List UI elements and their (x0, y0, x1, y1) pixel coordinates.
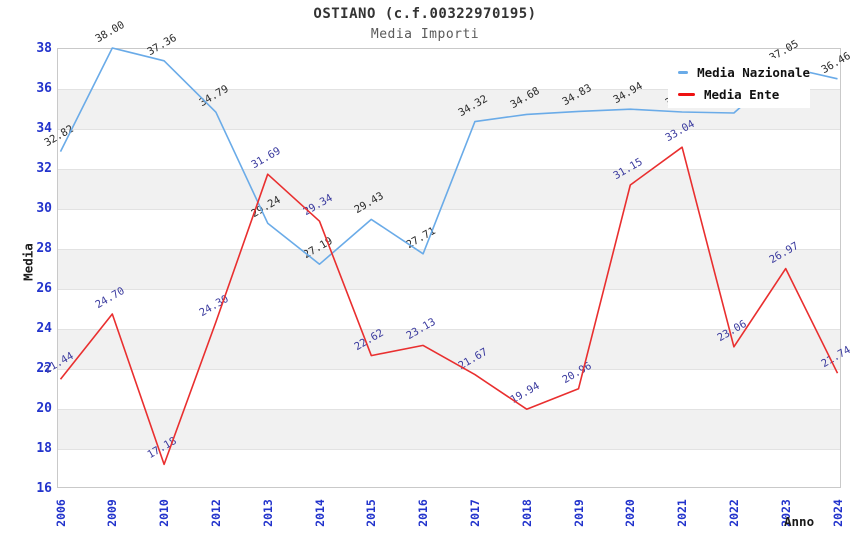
y-tick-label: 30 (36, 201, 52, 216)
x-tick-label: 2022 (726, 499, 741, 527)
chart-subtitle: Media Importi (370, 27, 480, 42)
x-tick-label: 2016 (416, 499, 431, 527)
x-tick-label: 2009 (105, 499, 120, 527)
x-tick-label: 2010 (157, 499, 172, 527)
plot-band (58, 249, 840, 289)
gridline (58, 289, 840, 290)
y-tick-label: 28 (36, 241, 52, 256)
y-tick-label: 24 (36, 321, 52, 336)
y-tick-label: 16 (36, 481, 52, 496)
y-tick-label: 32 (36, 161, 52, 176)
x-tick-label: 2024 (830, 499, 845, 527)
legend-item-media-nazionale: Media Nazionale (678, 65, 810, 80)
gridline (58, 249, 840, 250)
y-tick-label: 18 (36, 441, 52, 456)
y-tick-label: 38 (36, 41, 52, 56)
legend-item-media-ente: Media Ente (678, 87, 810, 102)
x-axis-title: Anno (784, 514, 815, 529)
y-tick-label: 20 (36, 401, 52, 416)
x-tick-label: 2020 (623, 499, 638, 527)
x-tick-label: 2018 (519, 499, 534, 527)
x-tick-label: 2006 (53, 499, 68, 527)
gridline (58, 409, 840, 410)
media-nazionale-line-swatch (678, 70, 689, 74)
x-tick-label: 2017 (467, 499, 482, 527)
y-tick-label: 26 (36, 281, 52, 296)
y-axis-title: Media (20, 243, 36, 281)
gridline (58, 209, 840, 210)
gridline (58, 449, 840, 450)
legend-label: Media Nazionale (697, 64, 810, 80)
chart-title: OSTIANO (c.f.00322970195) (313, 6, 537, 22)
x-tick-label: 2021 (675, 499, 690, 527)
x-tick-label: 2013 (260, 499, 275, 527)
y-tick-label: 22 (36, 361, 52, 376)
legend-label: Media Ente (704, 86, 780, 102)
x-tick-label: 2014 (312, 499, 327, 527)
y-tick-label: 36 (36, 81, 52, 96)
plot-area (57, 48, 841, 488)
plot-band (58, 169, 840, 209)
gridline (58, 369, 840, 370)
x-tick-label: 2019 (571, 499, 586, 527)
legend: Media Nazionale Media Ente (668, 58, 810, 108)
gridline (58, 169, 840, 170)
y-tick-label: 34 (36, 121, 52, 136)
gridline (58, 129, 840, 130)
media-ente-line-swatch (678, 92, 695, 96)
x-tick-label: 2015 (364, 499, 379, 527)
x-tick-label: 2012 (208, 499, 223, 527)
